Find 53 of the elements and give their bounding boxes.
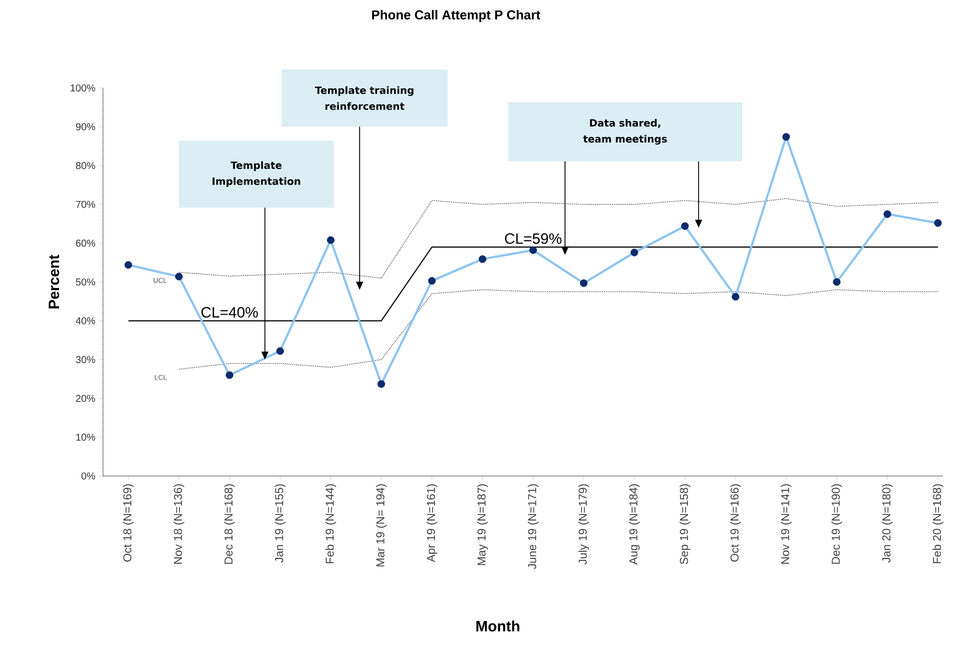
- x-tick-label: Nov 18 (N=136): [174, 484, 184, 564]
- x-tick-label: Jan 20 (N=180): [882, 484, 893, 563]
- point: [478, 255, 486, 263]
- annotation: Template training reinforcement: [315, 86, 414, 110]
- point: [226, 371, 234, 379]
- y-tick-label: 50%: [76, 278, 96, 286]
- y-tick-label: 30%: [76, 356, 96, 364]
- y-tick-label: 80%: [76, 162, 96, 170]
- y-tick-label: 10%: [76, 434, 96, 441]
- y-tick-label: 70%: [76, 200, 96, 208]
- x-tick-label: Aug 19 (N=184): [629, 484, 640, 565]
- y-tick-label: 0%: [81, 472, 96, 480]
- point: [580, 279, 588, 287]
- annotation: CL=40%: [201, 307, 258, 318]
- x-tick-label: Feb 20 (N=168): [932, 484, 944, 564]
- x-tick-label: Jan 19 (N=155): [274, 484, 286, 563]
- x-tick-label: Dec 19 (N=190): [831, 484, 842, 564]
- x-tick-label: Sep 19 (N=158): [680, 484, 690, 564]
- point: [529, 246, 537, 254]
- point: [175, 272, 183, 280]
- y-tick-label: 40%: [76, 317, 96, 324]
- annotation: CL=59%: [505, 233, 562, 244]
- annotation: Template Implementation: [212, 161, 300, 187]
- x-tick-label: May 19 (N=187): [477, 484, 488, 566]
- x-tick-label: Mar 19 (N= 194): [376, 484, 387, 566]
- point: [276, 347, 284, 355]
- x-tick-label: Feb 19 (N=144): [325, 484, 336, 564]
- x-tick-label: Dec 18 (N=168): [224, 484, 235, 564]
- y-tick-label: 60%: [76, 240, 96, 247]
- point: [428, 277, 436, 285]
- chart-title: Phone Call Attempt P Chart: [372, 10, 540, 22]
- point: [378, 380, 386, 388]
- x-tick-label: Nov 19 (N=141): [780, 484, 792, 564]
- point: [326, 236, 335, 244]
- point: [782, 133, 790, 141]
- x-tick-label: Apr 19 (N=161): [426, 484, 438, 562]
- x-tick-label: June 19 (N=171): [528, 484, 538, 569]
- x-tick-label: Oct 18 (N=169): [122, 484, 134, 562]
- point: [934, 219, 942, 227]
- x-tick-label: Oct 19 (N=166): [730, 484, 741, 562]
- y-tick-label: 20%: [76, 394, 96, 402]
- point: [681, 222, 689, 230]
- y-axis-title: Percent: [48, 254, 60, 308]
- point: [630, 248, 638, 256]
- y-tick-label: 90%: [76, 123, 96, 130]
- point: [732, 292, 740, 301]
- y-tick-label: 100%: [70, 84, 96, 92]
- point: [124, 261, 132, 269]
- point: [884, 210, 892, 218]
- x-axis-title: Month: [476, 620, 520, 632]
- point: [832, 278, 841, 286]
- x-tick-label: July 19 (N=179): [578, 484, 590, 565]
- annotation: Data shared, team meetings: [583, 118, 667, 145]
